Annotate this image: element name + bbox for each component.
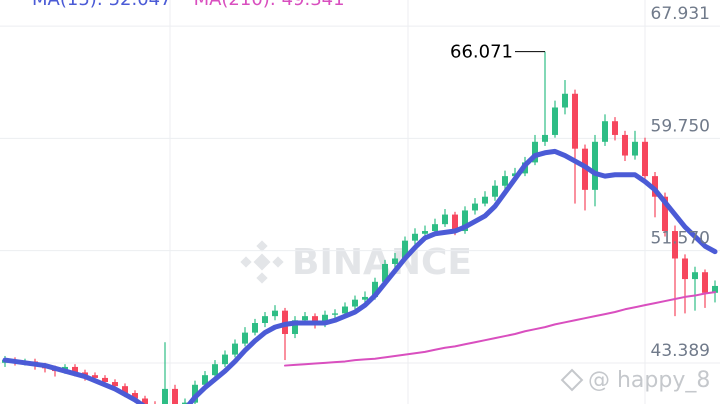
- candle-body: [712, 285, 718, 293]
- candle-body: [492, 185, 498, 197]
- watermark: BINANCE: [292, 242, 472, 283]
- candle-body: [222, 354, 228, 365]
- candle-body: [112, 382, 118, 387]
- candle-body: [422, 231, 428, 234]
- candle-body: [382, 263, 388, 282]
- candle-body: [442, 214, 448, 225]
- candle-body: [682, 258, 688, 280]
- plot: [0, 25, 720, 404]
- candle-body: [652, 176, 658, 197]
- candle-body: [72, 366, 78, 373]
- candle-body: [662, 196, 668, 232]
- candle-body: [532, 141, 538, 163]
- candle-body: [502, 176, 508, 186]
- annotation-label: 66.071: [450, 42, 513, 63]
- candle-body: [312, 316, 318, 325]
- candle-body: [82, 372, 88, 376]
- candle-body: [332, 313, 338, 315]
- candle-body: [202, 375, 208, 385]
- y-tick-label: 43.389: [651, 341, 710, 361]
- candle-body: [212, 364, 218, 376]
- candle-body: [372, 281, 378, 297]
- candle-body: [672, 231, 678, 259]
- ma-line: [284, 291, 716, 367]
- watermark: @ happy_8: [588, 368, 710, 393]
- candle-body: [92, 375, 98, 378]
- candle-body: [632, 141, 638, 156]
- candle-body: [362, 296, 368, 300]
- candle-body: [482, 196, 488, 204]
- y-tick-label: 59.750: [651, 116, 710, 136]
- candle-body: [322, 314, 328, 325]
- candle-body: [252, 323, 258, 333]
- candle-body: [142, 398, 148, 404]
- ma-line: [2, 148, 718, 404]
- candle-body: [352, 299, 358, 307]
- candle-body: [432, 224, 438, 232]
- candle-body: [402, 240, 408, 259]
- candle-body: [342, 306, 348, 314]
- candle-body: [552, 107, 558, 135]
- y-tick-label: 67.931: [651, 4, 710, 24]
- candle-body: [242, 332, 248, 344]
- candle-body: [642, 141, 648, 177]
- candle-body: [692, 272, 698, 280]
- candle-body: [542, 134, 548, 142]
- candle-body: [232, 343, 238, 355]
- candle-body: [182, 402, 188, 404]
- candle-body: [132, 393, 138, 399]
- candle-body: [392, 258, 398, 264]
- overlay: 67.931 59.750 51.570 43.389 66.071 MA(15): 52…: [32, 0, 710, 361]
- candle-body: [302, 316, 308, 321]
- legend-entry: MA(210): 49.341: [194, 0, 345, 10]
- candle-body: [292, 320, 298, 334]
- candle-body: [412, 233, 418, 241]
- candle-body: [452, 214, 458, 232]
- legend-entry: MA(15): 52.047: [32, 0, 172, 10]
- candle-body: [622, 134, 628, 156]
- candle-body: [602, 121, 608, 142]
- candle-body: [562, 93, 568, 108]
- user-icon: [560, 368, 584, 392]
- candle-body: [592, 141, 598, 190]
- candle-body: [102, 377, 108, 383]
- candle-body: [702, 272, 708, 293]
- candle-body: [462, 210, 468, 232]
- candle-body: [172, 388, 178, 404]
- candle-body: [122, 386, 128, 394]
- candle-body: [472, 203, 478, 211]
- candle-body: [162, 388, 168, 404]
- y-tick-label: 51.570: [651, 229, 710, 249]
- candle-body: [612, 121, 618, 135]
- candle-body: [262, 316, 268, 324]
- candle-body: [272, 310, 278, 317]
- candle-body: [572, 93, 578, 149]
